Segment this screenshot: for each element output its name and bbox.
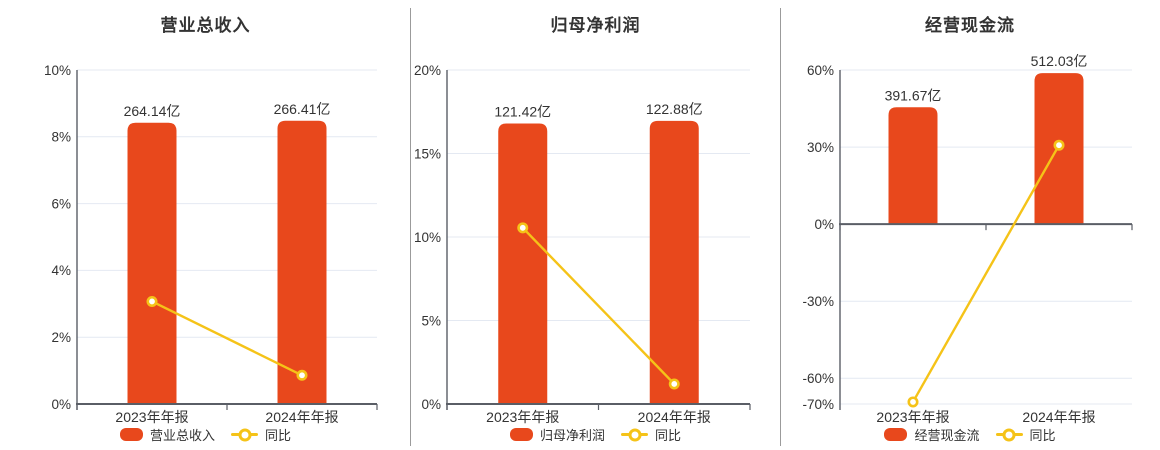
y-tick-label: 0% — [814, 217, 834, 232]
x-axis-label-2023: 2023年年报 — [486, 409, 560, 425]
net-profit-chart-canvas: 0% 5% 10% 15% 20% 121.42亿 122.88亿 — [414, 63, 751, 412]
chart-panel-cash-flow: -70% -60% -30% 0% 30% 60% 391.67亿 512.03亿 经营现金流… — [780, 0, 1160, 450]
line-legend-marker-icon — [628, 428, 641, 441]
bar-legend-label: 营业总收入 — [149, 428, 215, 443]
x-axis-label-2023: 2023年年报 — [115, 409, 189, 425]
chart-legend: 营业总收入 同比 — [0, 425, 411, 444]
x-axis-label-2024: 2024年年报 — [1022, 409, 1096, 425]
y-tick-label: 15% — [414, 146, 441, 161]
yoy-legend-label: 同比 — [655, 428, 682, 443]
chart-title: 营业总收入 — [160, 16, 251, 35]
y-tick-label: 4% — [51, 263, 71, 278]
y-tick-label: 10% — [44, 63, 71, 78]
yoy-legend-label: 同比 — [265, 428, 292, 443]
yoy-legend-label: 同比 — [1029, 428, 1056, 443]
x-axis-label-2024: 2024年年报 — [637, 409, 711, 425]
bar-value-label: 391.67亿 — [885, 87, 942, 103]
x-axis-label-2023: 2023年年报 — [876, 409, 950, 425]
yoy-marker — [907, 396, 919, 408]
y-tick-label: 2% — [51, 330, 71, 345]
x-axis-label-2024: 2024年年报 — [265, 409, 339, 425]
x-axis-labels: 2023年年报 2024年年报 — [840, 407, 1132, 427]
chart-legend: 归母净利润 同比 — [411, 425, 780, 444]
legend-item-yoy[interactable]: 同比 — [612, 425, 681, 444]
chart-panel-operating-revenue: 0% 2% 4% 6% 8% 10% 264.14亿 266.41亿 营业总收入 2023年年… — [0, 0, 411, 450]
y-tick-label: 5% — [421, 313, 441, 328]
bar-legend-swatch — [119, 428, 143, 441]
y-tick-label: 0% — [51, 397, 71, 412]
bar-2023年年报 — [127, 122, 177, 404]
y-tick-label: 0% — [421, 397, 441, 412]
yoy-line — [521, 226, 676, 385]
chart-legend: 经营现金流 同比 — [780, 425, 1160, 444]
y-tick-label: 10% — [414, 230, 441, 245]
revenue-chart-canvas: 0% 2% 4% 6% 8% 10% 264.14亿 266.41亿 — [44, 63, 378, 412]
line-legend-marker-icon — [238, 428, 251, 441]
line-legend-glyph — [231, 428, 258, 441]
bar-value-label: 264.14亿 — [124, 103, 181, 119]
legend-item-bar[interactable]: 营业总收入 — [119, 425, 215, 444]
chart-panel-net-profit: 0% 5% 10% 15% 20% 121.42亿 122.88亿 归母净利润 2023年年… — [411, 0, 780, 450]
yoy-line — [151, 300, 303, 377]
line-legend-glyph — [621, 428, 648, 441]
x-axis-labels: 2023年年报 2024年年报 — [447, 407, 750, 427]
bar-2023年年报 — [498, 123, 548, 404]
bar-2024年年报 — [649, 120, 699, 404]
legend-item-bar[interactable]: 经营现金流 — [884, 425, 980, 444]
bar-2023年年报 — [888, 107, 938, 225]
y-tick-label: -70% — [802, 397, 834, 412]
bar-value-label: 122.88亿 — [646, 101, 703, 117]
panel-divider — [410, 8, 411, 446]
line-legend-glyph — [995, 428, 1023, 441]
legend-item-yoy[interactable]: 同比 — [987, 425, 1056, 444]
yoy-line — [911, 144, 1061, 403]
line-legend-marker-icon — [1002, 428, 1016, 441]
y-tick-label: 60% — [807, 63, 834, 78]
yoy-marker — [517, 222, 529, 234]
y-tick-label: 8% — [51, 130, 71, 145]
x-axis-labels: 2023年年报 2024年年报 — [77, 407, 377, 427]
bar-value-label: 266.41亿 — [274, 101, 331, 117]
bar-legend-label: 经营现金流 — [914, 428, 980, 443]
bar-value-label: 121.42亿 — [494, 103, 551, 119]
yoy-marker — [1053, 139, 1065, 151]
bar-2024年年报 — [277, 120, 327, 404]
y-tick-label: 6% — [51, 196, 71, 211]
bar-legend-label: 归母净利润 — [539, 428, 605, 443]
y-tick-label: -30% — [802, 294, 834, 309]
legend-item-yoy[interactable]: 同比 — [222, 425, 291, 444]
y-tick-label: 20% — [414, 63, 441, 78]
y-tick-label: -60% — [802, 371, 834, 386]
panel-divider — [780, 8, 781, 446]
chart-title: 经营现金流 — [925, 16, 1015, 35]
chart-title: 归母净利润 — [550, 16, 641, 35]
bar-legend-swatch — [884, 428, 908, 441]
yoy-marker — [296, 369, 308, 381]
yoy-marker — [668, 378, 680, 390]
y-tick-label: 30% — [807, 140, 834, 155]
bar-value-label: 512.03亿 — [1031, 53, 1088, 69]
bar-legend-swatch — [509, 428, 533, 441]
legend-item-bar[interactable]: 归母净利润 — [509, 425, 605, 444]
yoy-marker — [146, 295, 158, 307]
cash-flow-chart-canvas: -70% -60% -30% 0% 30% 60% 391.67亿 512.03亿 — [802, 53, 1133, 412]
